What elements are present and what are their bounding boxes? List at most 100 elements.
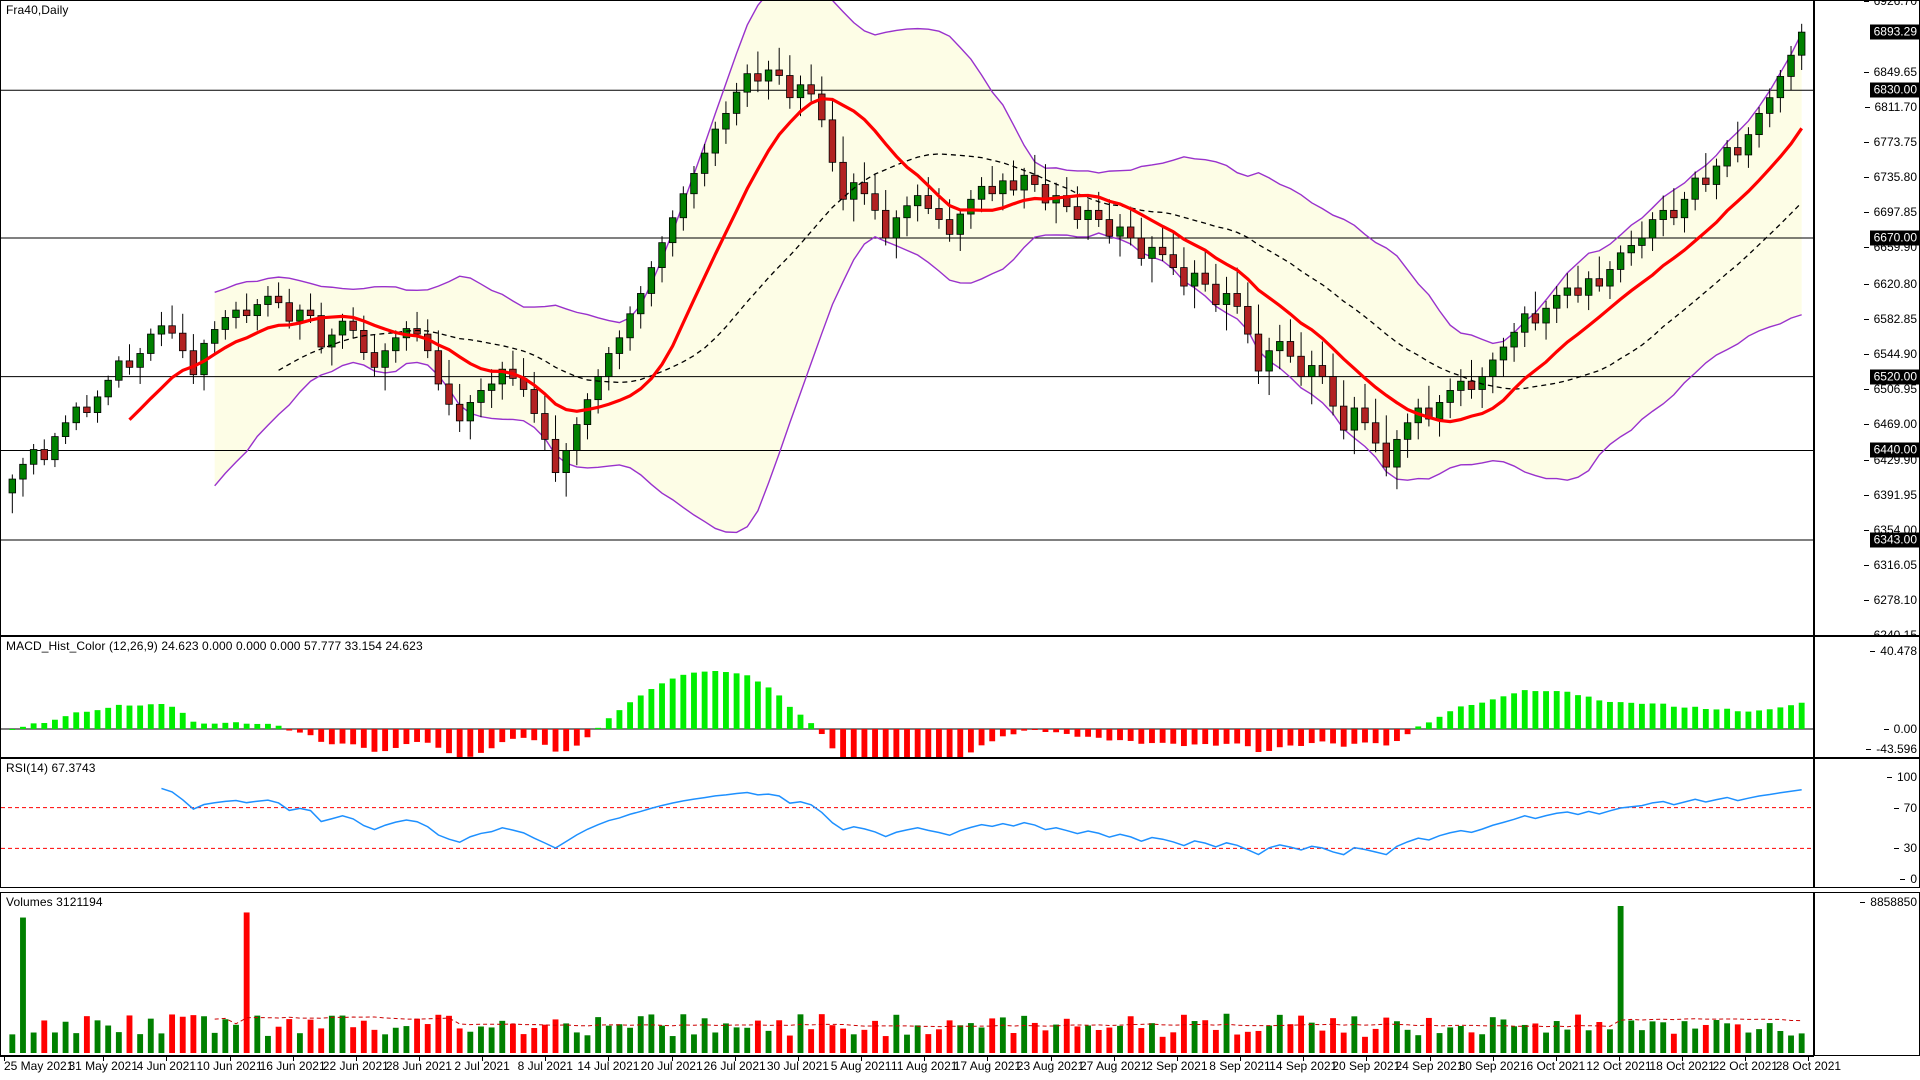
price-tick-highlight: 6893.29 [1869,24,1919,40]
volumes-pane[interactable]: Volumes 3121194 [0,892,1814,1056]
price-tick: 6620.80 [1863,277,1917,291]
date-axis-tick [1050,1057,1052,1061]
price-tick-highlight: 6520.00 [1869,369,1919,385]
date-axis-label: 30 Jul 2021 [766,1059,829,1073]
macd-tick: -43.596 [1866,742,1917,756]
price-tick: 6697.85 [1863,205,1917,219]
tick-dash [1863,388,1869,390]
date-axis-label: 31 May 2021 [68,1059,138,1073]
rsi-tick: 100 [1886,770,1917,784]
rsi-tick: 70 [1893,801,1917,815]
rsi-tick: 0 [1900,872,1917,886]
macd-tick: 0.00 [1883,722,1917,736]
date-axis-label: 17 Aug 2021 [953,1059,1022,1073]
date-axis-tick [1303,1057,1305,1061]
tick-dash [1860,902,1866,903]
date-axis-label: 30 Sep 2021 [1458,1059,1527,1073]
date-axis-label: 6 Oct 2021 [1526,1059,1586,1073]
date-axis-label: 16 Jun 2021 [259,1059,326,1073]
tick-dash [1893,848,1899,850]
date-axis-label: 20 Jul 2021 [640,1059,703,1073]
macd-plot[interactable] [1,637,1813,757]
date-axis-label: 18 Oct 2021 [1649,1059,1715,1073]
price-tick-highlight: 6670.00 [1869,230,1919,246]
date-axis-tick [545,1057,547,1061]
date-axis-tick [1555,1057,1557,1061]
date-axis-label: 12 Oct 2021 [1586,1059,1652,1073]
tick-dash [1870,651,1876,652]
price-tick: 6582.85 [1863,312,1917,326]
rsi-plot-svg [1,787,1813,856]
date-axis-tick [608,1057,610,1061]
price-tick: 6544.90 [1863,347,1917,361]
tick-dash [1863,283,1869,285]
macd-pane-label: MACD_Hist_Color (12,26,9) 24.623 0.000 0… [6,639,423,653]
date-axis-tick [482,1057,484,1061]
date-axis-tick [1240,1057,1241,1061]
date-axis-tick [1113,1057,1115,1061]
date-axis-label: 14 Jul 2021 [577,1059,640,1073]
date-axis-label: 8 Jul 2021 [517,1059,573,1073]
date-axis-tick [418,1057,420,1061]
date-axis-tick [1366,1057,1368,1061]
tick-dash [1863,318,1869,320]
tick-dash [1863,353,1869,355]
date-axis-tick [1176,1057,1178,1061]
price-tick-highlight: 6343.00 [1869,532,1919,548]
price-tick: 6278.10 [1863,593,1917,607]
volumes-plot[interactable] [1,893,1813,1055]
date-axis-label: 8 Sep 2021 [1209,1059,1271,1073]
tick-dash [1863,494,1869,496]
rsi-pane[interactable]: RSI(14) 67.3743 [0,758,1814,888]
date-axis-label: 22 Jun 2021 [322,1059,389,1073]
date-axis-tick [987,1057,989,1061]
date-axis-tick [355,1057,357,1061]
date-axis-label: 2 Jul 2021 [454,1059,510,1073]
date-axis-label: 27 Aug 2021 [1079,1059,1148,1073]
date-axis-tick [1429,1057,1431,1061]
volumes-axis[interactable]: 8858850 [1814,892,1920,1056]
tick-dash [1863,142,1869,144]
macd-pane[interactable]: MACD_Hist_Color (12,26,9) 24.623 0.000 0… [0,636,1814,758]
date-axis-tick [103,1057,105,1061]
price-tick: 6429.90 [1863,453,1917,467]
macd-tick: 40.478 [1870,644,1917,658]
rsi-plot[interactable] [1,759,1813,887]
price-tick: 6849.65 [1863,65,1917,79]
tick-dash [1900,879,1906,880]
price-tick: 6773.75 [1863,135,1917,149]
price-plot[interactable] [1,1,1813,635]
date-axis[interactable]: 25 May 2021 31 May 2021 4 Jun 2021 10 Jun 2… [0,1056,1841,1080]
date-axis-label: 2 Sep 2021 [1146,1059,1208,1073]
date-axis-label: 28 Oct 2021 [1775,1059,1842,1073]
price-tick-highlight: 6830.00 [1869,82,1919,98]
rsi-tick: 30 [1893,841,1917,855]
tick-dash [1863,212,1869,214]
macd-plot-svg [1,671,1813,757]
date-axis-tick [4,1057,5,1061]
tick-dash [1863,564,1869,566]
date-axis-tick [229,1057,231,1061]
date-axis-label: 20 Sep 2021 [1332,1059,1401,1073]
date-axis-tick [292,1057,294,1061]
price-tick: 6811.70 [1864,100,1917,114]
volume-tick: 8858850 [1860,895,1917,909]
price-tick-highlight: 6440.00 [1869,442,1919,458]
tick-dash [1863,600,1869,601]
date-axis-tick [861,1057,863,1061]
price-tick: 6506.95 [1863,382,1917,396]
volumes-plot-svg [9,906,1805,1053]
date-axis-label: 26 Jul 2021 [703,1059,766,1073]
price-tick: 6735.80 [1863,170,1917,184]
price-axis[interactable]: 6926.70 6893.29 6849.65 6830.00 6811.70 6773.… [1814,0,1920,642]
macd-axis[interactable]: 40.478 0.00 -43.596 [1814,636,1920,758]
price-pane[interactable]: Fra40,Daily [0,0,1814,636]
date-axis-label: 28 Jun 2021 [385,1059,452,1073]
date-axis-label: 10 Jun 2021 [196,1059,263,1073]
rsi-axis[interactable]: 100 70 30 0 [1814,758,1920,888]
price-tick: 6659.90 [1863,240,1917,254]
date-axis-tick [1492,1057,1494,1061]
tick-dash [1863,459,1869,461]
date-axis-label: 22 Oct 2021 [1712,1059,1778,1073]
